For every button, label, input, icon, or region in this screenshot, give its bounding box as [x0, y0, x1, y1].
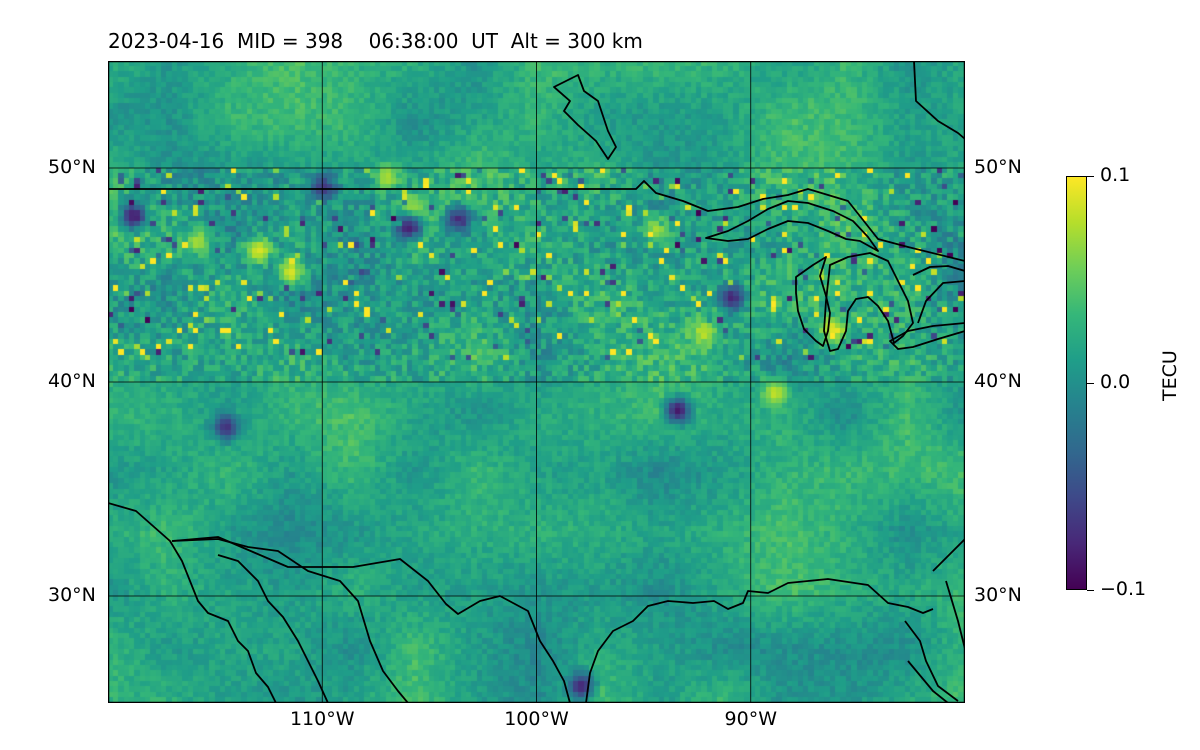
colorbar-gradient	[1066, 176, 1087, 590]
colorbar-tick-label: −0.1	[1100, 578, 1147, 600]
us-mexico-border	[171, 536, 571, 703]
florida-outline	[904, 620, 959, 702]
title-timezone: UT	[471, 29, 498, 53]
title-mid: MID = 398	[236, 29, 344, 53]
map-overlay	[108, 61, 965, 703]
lon-tick-label: 110°W	[289, 708, 355, 730]
lon-tick-label: 100°W	[504, 708, 569, 730]
hudson-bay-island	[553, 74, 617, 160]
lat-tick-label-right: 50°N	[974, 156, 1022, 178]
hudson-bay-coast	[913, 61, 965, 140]
colorbar-tick-label: 0.1	[1100, 164, 1131, 186]
colorbar-label: TECU	[1159, 350, 1181, 401]
colorbar-tick-label: 0.0	[1100, 371, 1131, 393]
title-date: 2023-04-16	[108, 29, 225, 53]
lake-erie	[889, 322, 965, 350]
map-area	[108, 61, 965, 703]
georgian-bay	[912, 265, 965, 324]
mexico-mainland-coast	[171, 538, 409, 703]
colorbar-tick-mark	[1087, 589, 1094, 591]
colorbar-tick-mark	[1087, 175, 1094, 177]
lake-michigan	[795, 256, 831, 347]
us-canada-border	[108, 180, 965, 262]
lake-superior	[705, 200, 879, 252]
baja-gulf-coast	[217, 554, 329, 703]
lat-tick-label-right: 40°N	[974, 370, 1022, 392]
lon-tick-label: 90°W	[724, 708, 777, 730]
lat-tick-label-left: 50°N	[48, 156, 96, 178]
figure-title: 2023-04-16 MID = 398 06:38:00 UT Alt = 3…	[108, 29, 643, 53]
map-border	[108, 61, 965, 703]
lat-tick-label-right: 30°N	[974, 584, 1022, 606]
coastlines	[108, 61, 965, 703]
lat-tick-label-left: 30°N	[48, 584, 96, 606]
baja-california	[108, 502, 277, 703]
lat-tick-label-left: 40°N	[48, 370, 96, 392]
lake-huron	[823, 252, 914, 352]
gulf-coast	[585, 578, 934, 703]
title-altitude: Alt = 300 km	[510, 29, 643, 53]
florida-coast	[907, 538, 965, 703]
gridlines	[108, 61, 965, 703]
title-time: 06:38:00	[368, 29, 459, 53]
colorbar-tick-mark	[1087, 382, 1094, 384]
